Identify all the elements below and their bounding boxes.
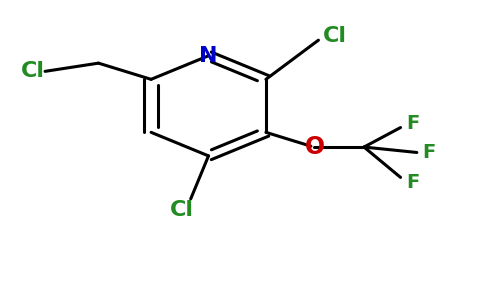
Text: O: O (305, 135, 325, 159)
Text: Cl: Cl (170, 200, 194, 220)
Text: F: F (422, 143, 435, 162)
Text: Cl: Cl (323, 26, 348, 46)
Text: Cl: Cl (20, 61, 45, 81)
Text: F: F (407, 173, 420, 192)
Text: F: F (407, 114, 420, 133)
Text: N: N (199, 46, 218, 66)
